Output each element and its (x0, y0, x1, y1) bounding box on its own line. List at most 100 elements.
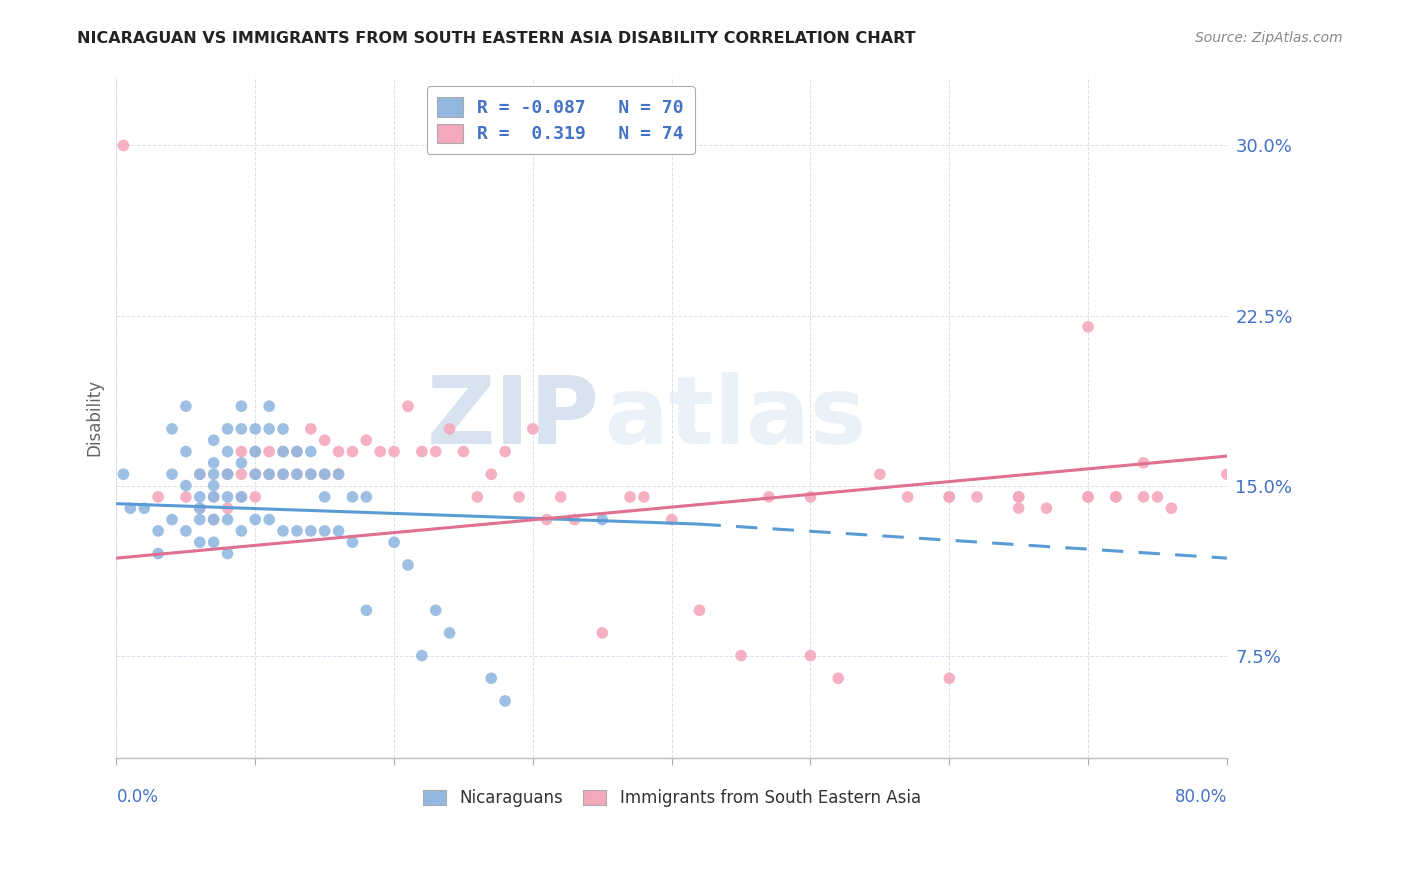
Point (188, 490, 211, 504)
Point (257, 467, 280, 482)
Point (245, 467, 267, 482)
Point (160, 467, 183, 482)
Point (1132, 490, 1154, 504)
Point (633, 490, 655, 504)
Point (271, 467, 294, 482)
Point (188, 512, 211, 526)
Point (453, 444, 475, 458)
Point (299, 467, 322, 482)
Point (439, 626, 461, 640)
Point (938, 490, 960, 504)
Point (479, 467, 502, 482)
Point (202, 535, 225, 549)
Point (202, 478, 225, 492)
Point (271, 444, 294, 458)
Point (285, 444, 308, 458)
Point (245, 490, 267, 504)
Point (966, 490, 988, 504)
Point (285, 467, 308, 482)
Point (188, 501, 211, 516)
Text: Source: ZipAtlas.com: Source: ZipAtlas.com (1195, 31, 1343, 45)
Point (356, 434, 378, 448)
Point (869, 467, 891, 482)
Point (299, 422, 322, 436)
Point (1216, 467, 1239, 482)
Point (188, 501, 211, 516)
Point (938, 671, 960, 685)
Point (550, 490, 572, 504)
Point (1077, 490, 1099, 504)
Point (328, 467, 350, 482)
Point (1077, 319, 1099, 334)
Point (231, 524, 253, 538)
Text: 80.0%: 80.0% (1174, 789, 1227, 806)
Point (396, 399, 419, 413)
Point (245, 422, 267, 436)
Point (938, 490, 960, 504)
Point (231, 456, 253, 470)
Text: 0.0%: 0.0% (117, 789, 159, 806)
Text: NICARAGUAN VS IMMIGRANTS FROM SOUTH EASTERN ASIA DISABILITY CORRELATION CHART: NICARAGUAN VS IMMIGRANTS FROM SOUTH EAST… (77, 31, 915, 46)
Point (730, 648, 752, 663)
Point (356, 490, 378, 504)
Point (217, 422, 239, 436)
Point (202, 467, 225, 482)
Point (174, 478, 197, 492)
Point (146, 524, 169, 538)
Point (897, 490, 920, 504)
Point (508, 490, 530, 504)
Point (231, 467, 253, 482)
Point (271, 467, 294, 482)
Point (188, 467, 211, 482)
Point (217, 501, 239, 516)
Point (146, 547, 169, 561)
Point (231, 490, 253, 504)
Point (231, 490, 253, 504)
Point (439, 422, 461, 436)
Point (217, 547, 239, 561)
Point (202, 512, 225, 526)
Point (356, 603, 378, 617)
Point (217, 444, 239, 458)
Point (1077, 490, 1099, 504)
Point (217, 467, 239, 482)
Point (368, 444, 391, 458)
Point (217, 490, 239, 504)
Point (342, 490, 364, 504)
Point (425, 603, 447, 617)
Point (146, 490, 169, 504)
Point (619, 490, 641, 504)
Point (1160, 501, 1182, 516)
Point (425, 444, 447, 458)
Point (314, 467, 336, 482)
Point (494, 694, 516, 708)
Point (202, 512, 225, 526)
Point (396, 558, 419, 572)
Point (1008, 501, 1031, 516)
Text: ZIP: ZIP (426, 372, 599, 464)
Point (134, 501, 156, 516)
Point (160, 512, 183, 526)
Point (245, 444, 267, 458)
Point (522, 422, 544, 436)
Point (285, 444, 308, 458)
Point (245, 444, 267, 458)
Point (591, 512, 613, 526)
Point (314, 490, 336, 504)
Point (1008, 490, 1031, 504)
Point (1105, 490, 1128, 504)
Y-axis label: Disability: Disability (86, 379, 103, 456)
Point (314, 524, 336, 538)
Point (188, 535, 211, 549)
Point (314, 434, 336, 448)
Point (328, 467, 350, 482)
Point (174, 524, 197, 538)
Point (411, 444, 433, 458)
Point (231, 444, 253, 458)
Point (328, 524, 350, 538)
Point (160, 422, 183, 436)
Point (1035, 501, 1057, 516)
Point (257, 512, 280, 526)
Point (257, 467, 280, 482)
Point (536, 512, 558, 526)
